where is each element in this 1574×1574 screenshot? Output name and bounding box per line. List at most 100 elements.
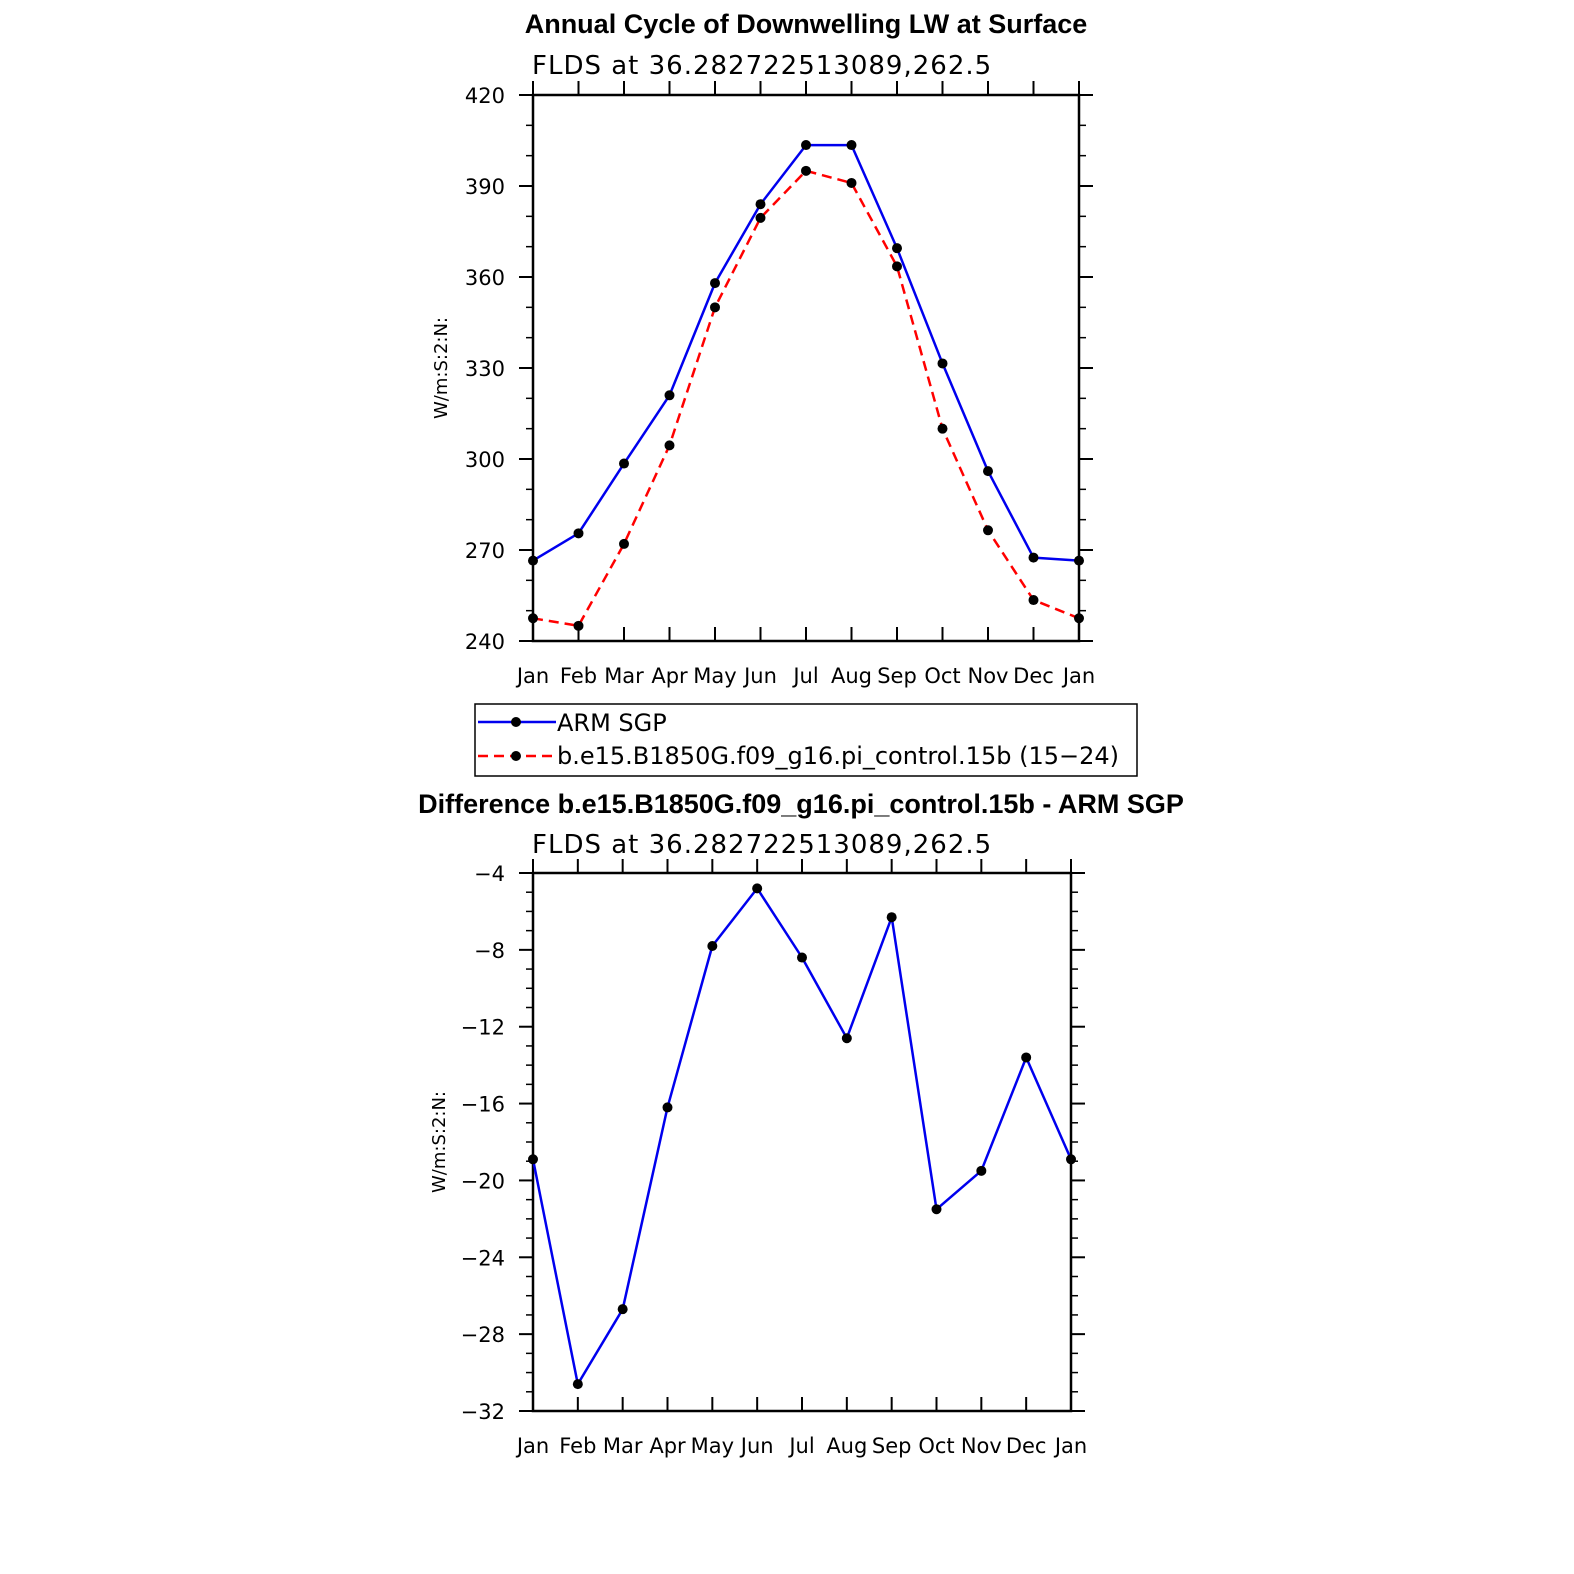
data-point (937, 423, 948, 434)
y-tick-label: 420 (465, 84, 505, 108)
x-tick-label: Oct (924, 664, 960, 688)
legend-label-model: b.e15.B1850G.f09_g16.pi_control.15b (15−… (557, 742, 1119, 770)
x-tick-label: Apr (649, 1434, 686, 1458)
data-point (707, 941, 718, 952)
data-point (664, 390, 675, 401)
y-axis-label: W/m:S:2:N: (431, 317, 452, 419)
data-point (528, 1154, 538, 1165)
data-point (1066, 1154, 1076, 1165)
x-tick-label: Apr (651, 664, 688, 688)
x-tick-label: Jan (1061, 664, 1095, 688)
data-point (801, 165, 811, 176)
x-tick-label: Sep (872, 1434, 912, 1458)
data-point (983, 466, 993, 477)
x-tick-label: Dec (1013, 664, 1054, 688)
series-layer (528, 883, 1076, 1390)
data-point (801, 140, 811, 151)
y-tick-label: −28 (461, 1323, 505, 1347)
series-line (531, 887, 1073, 1386)
x-tick-label: Jul (791, 664, 818, 688)
data-point (1074, 555, 1084, 566)
legend: ARM SGP b.e15.B1850G.f09_g16.pi_control.… (474, 703, 1138, 777)
x-tick-label: Jan (515, 1434, 549, 1458)
x-tick-label: Sep (877, 664, 917, 688)
y-tick-label: −16 (461, 1093, 505, 1117)
tick-layer: Jan Feb Mar Apr May Jun Jul Aug Sep Oct Nov Dec Jan−… (461, 859, 1087, 1458)
data-point (1021, 1052, 1032, 1063)
data-point (886, 912, 897, 923)
y-tick-label: −24 (461, 1246, 505, 1270)
data-point (1074, 613, 1084, 624)
x-tick-label: Jun (742, 664, 777, 688)
y-tick-label: 360 (465, 266, 505, 290)
y-axis-label: W/m:S:2:N: (429, 1091, 450, 1193)
chart-subtitle: FLDS at 36.282722513089,262.5 (532, 830, 992, 860)
data-point (846, 177, 857, 188)
series-line (532, 169, 1080, 628)
tick-layer: Jan Feb Mar Apr May Jun Jul Aug Sep Oct Nov Dec Jan 2… (465, 81, 1095, 688)
annual-cycle-chart: Annual Cycle of Downwelling LW at Surfac… (431, 9, 1095, 688)
data-point (752, 883, 763, 894)
legend-marker-model (511, 751, 521, 761)
x-tick-label: Oct (918, 1434, 954, 1458)
data-point (1028, 552, 1039, 563)
x-tick-label: Jan (1053, 1434, 1087, 1458)
x-tick-label: Dec (1006, 1434, 1047, 1458)
data-point (573, 620, 584, 631)
y-tick-label: 300 (465, 448, 505, 472)
y-tick-label: 240 (465, 630, 505, 654)
data-point (892, 261, 902, 272)
y-tick-label: −8 (474, 939, 505, 963)
x-tick-label: Mar (604, 664, 644, 688)
data-point (573, 528, 584, 539)
x-tick-label: Aug (831, 664, 872, 688)
x-tick-label: Nov (968, 664, 1009, 688)
x-tick-label: Jan (515, 664, 549, 688)
difference-chart: Difference b.e15.B1850G.f09_g16.pi_contr… (418, 789, 1184, 1458)
data-point (572, 1379, 583, 1390)
x-tick-label: Feb (560, 664, 597, 688)
data-point (846, 140, 857, 151)
x-tick-label: Nov (961, 1434, 1002, 1458)
data-point (619, 458, 629, 469)
data-point (710, 302, 720, 313)
legend-label-arm-sgp: ARM SGP (557, 709, 667, 737)
x-tick-label: May (691, 1434, 734, 1458)
y-tick-label: −4 (474, 862, 505, 886)
data-point (664, 440, 675, 451)
data-point (617, 1304, 628, 1315)
data-point (1028, 595, 1039, 606)
series-layer (528, 140, 1084, 631)
series-line (532, 143, 1080, 562)
data-point (841, 1033, 852, 1044)
data-point (528, 613, 538, 624)
y-tick-label: −20 (461, 1169, 505, 1193)
data-point (983, 525, 993, 536)
x-tick-label: Jun (739, 1434, 774, 1458)
chart-subtitle: FLDS at 36.282722513089,262.5 (532, 51, 992, 81)
x-tick-label: May (693, 664, 736, 688)
data-point (892, 243, 902, 254)
data-point (755, 212, 766, 223)
chart-title: Difference b.e15.B1850G.f09_g16.pi_contr… (418, 789, 1184, 819)
data-point (931, 1204, 942, 1215)
chart-title: Annual Cycle of Downwelling LW at Surfac… (525, 9, 1088, 39)
y-tick-label: 330 (465, 357, 505, 381)
y-tick-label: 390 (465, 175, 505, 199)
x-tick-label: Jul (787, 1434, 814, 1458)
data-point (710, 278, 720, 289)
data-point (797, 952, 807, 963)
y-tick-label: 270 (465, 539, 505, 563)
data-point (662, 1102, 673, 1113)
x-tick-label: Feb (559, 1434, 596, 1458)
y-tick-label: −32 (461, 1400, 505, 1424)
data-point (528, 555, 538, 566)
y-tick-label: −12 (461, 1016, 505, 1040)
legend-marker-arm-sgp (511, 717, 521, 727)
data-point (976, 1165, 987, 1176)
legend-box (474, 703, 1138, 777)
x-tick-label: Mar (603, 1434, 643, 1458)
data-point (937, 358, 948, 369)
plot-frame (531, 93, 1081, 643)
